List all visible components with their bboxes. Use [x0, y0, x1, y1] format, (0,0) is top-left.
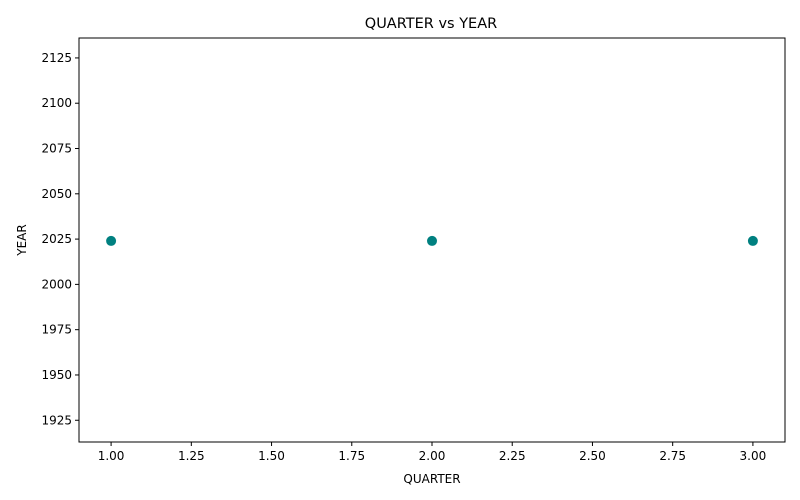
x-tick-label: 1.50	[258, 449, 285, 463]
y-axis: 1925 1950 1975 2000 2025 2050 2075 2100 2125	[41, 51, 79, 427]
scatter-point	[106, 235, 117, 246]
y-tick-label: 2025	[41, 232, 72, 246]
x-tick-label: 2.00	[419, 449, 446, 463]
y-tick-label: 2100	[41, 96, 72, 110]
x-tick-label: 1.00	[98, 449, 125, 463]
x-tick-label: 2.25	[499, 449, 526, 463]
y-tick-label: 2075	[41, 142, 72, 156]
y-axis-label: YEAR	[15, 224, 29, 256]
x-tick-label: 1.25	[178, 449, 205, 463]
data-points	[106, 235, 758, 246]
y-tick-label: 2125	[41, 51, 72, 65]
scatter-point	[427, 235, 437, 246]
y-tick-label: 1925	[41, 413, 72, 427]
x-axis: 1.00 1.25 1.50 1.75 2.00 2.25 2.50 2.75 3.00	[98, 442, 767, 463]
y-tick-label: 1975	[41, 323, 72, 337]
x-axis-label: QUARTER	[403, 472, 460, 486]
chart-title: QUARTER vs YEAR	[365, 16, 497, 32]
y-tick-label: 2050	[41, 187, 72, 201]
y-tick-label: 1950	[41, 368, 72, 382]
x-tick-label: 2.50	[579, 449, 606, 463]
x-tick-label: 3.00	[740, 449, 767, 463]
y-tick-label: 2000	[41, 277, 72, 291]
x-tick-label: 1.75	[338, 449, 365, 463]
scatter-point	[747, 235, 758, 246]
x-tick-label: 2.75	[659, 449, 686, 463]
